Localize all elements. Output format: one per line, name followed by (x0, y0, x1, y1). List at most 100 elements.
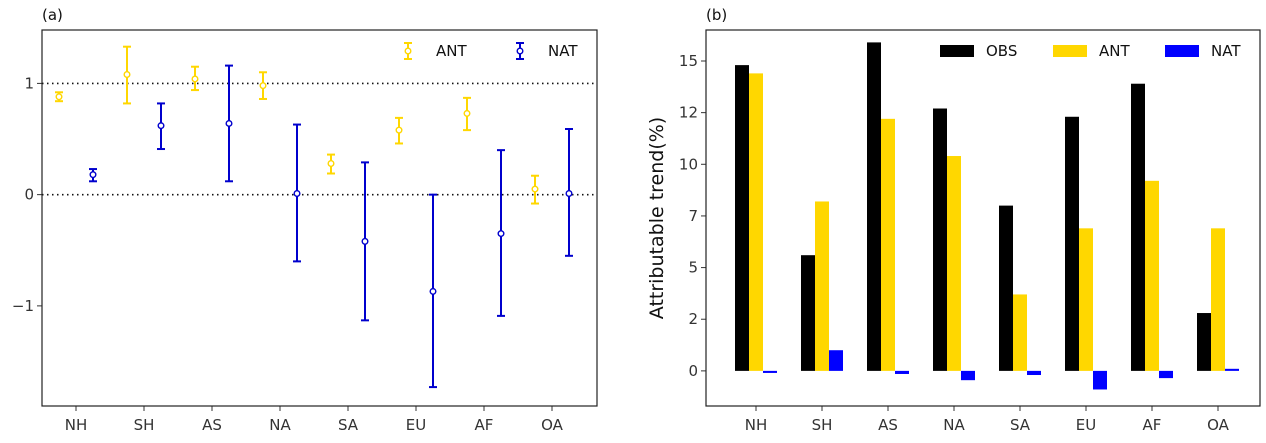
errorbar-point (123, 70, 131, 78)
bar-ant-eu (1079, 228, 1093, 371)
errorbar-nat-nh (89, 168, 97, 183)
legend-label: OBS (986, 42, 1017, 60)
bar-obs-sa (999, 205, 1013, 371)
errorbar-point (395, 126, 403, 134)
bar-nat-sh (829, 350, 843, 371)
errorbar-nat-oa (565, 128, 573, 257)
errorbar-point (55, 93, 63, 101)
errorbar-nat-af (497, 149, 505, 317)
errorbar-point (225, 119, 233, 127)
bar-nat-eu (1093, 370, 1107, 390)
legend-item-nat: NAT (1165, 42, 1241, 60)
x-tick-label: SH (134, 416, 155, 434)
errorbar-ant-af (463, 96, 471, 132)
errorbar-nat-sh (157, 102, 165, 151)
x-tick-label: NH (745, 416, 768, 434)
errorbar-point (259, 82, 267, 90)
bar-ant-nh (749, 73, 763, 371)
y-tick-label: 10 (679, 155, 698, 173)
errorbar-point (157, 122, 165, 130)
legend-marker (404, 47, 412, 55)
x-tick-label: AS (202, 416, 222, 434)
x-tick-label: SA (1010, 416, 1031, 434)
errorbar-ant-sa (327, 153, 335, 175)
errorbar-point (89, 171, 97, 179)
legend-label: NAT (548, 42, 578, 60)
errorbar-nat-eu (429, 193, 437, 389)
x-tick-label: SH (812, 416, 833, 434)
panel-b: (b) Attributable trend(%) 0 2 5 7 10 12 15 NH SH… (646, 6, 1261, 434)
bar-ant-na (947, 156, 961, 371)
panel-b-label: (b) (706, 6, 727, 24)
errorbar-point (429, 287, 437, 295)
x-tick-label: OA (1207, 416, 1230, 434)
errorbar-point (327, 159, 335, 167)
errorbar-point (463, 109, 471, 117)
y-tick-label: 0 (688, 362, 698, 380)
errorbar-ant-eu (395, 116, 403, 145)
errorbar-ant-sh (123, 45, 131, 105)
legend-marker (516, 47, 524, 55)
legend-item-obs: OBS (940, 42, 1017, 60)
x-tick-label: SA (338, 416, 359, 434)
x-tick-label: NA (943, 416, 965, 434)
panel-a: (a) −1 0 1 NH SH AS NA SA EU AF OA ANT NAT (12, 6, 598, 434)
bar-nat-nh (763, 370, 777, 373)
y-tick-label: 2 (688, 310, 698, 328)
bar-nat-na (961, 370, 975, 381)
bar-nat-oa (1225, 368, 1239, 371)
legend-swatch (1165, 45, 1199, 57)
panel-b-ylabel: Attributable trend(%) (646, 117, 668, 319)
bar-obs-nh (735, 65, 749, 371)
legend-item-ant: ANT (1053, 42, 1130, 60)
x-tick-label: NA (269, 416, 291, 434)
bar-nat-as (895, 370, 909, 374)
bar-ant-sa (1013, 294, 1027, 371)
legend-swatch (1053, 45, 1087, 57)
bar-obs-sh (801, 255, 815, 371)
bar-obs-as (867, 42, 881, 371)
errorbar-point (191, 75, 199, 83)
x-tick-label: EU (406, 416, 426, 434)
bar-nat-sa (1027, 370, 1041, 376)
x-tick-label: AF (475, 416, 494, 434)
bar-obs-na (933, 108, 947, 371)
errorbar-ant-nh (55, 91, 63, 103)
bar-ant-oa (1211, 228, 1225, 371)
panel-b-legend: OBS ANT NAT (940, 42, 1241, 60)
bar-obs-oa (1197, 313, 1211, 371)
y-tick-label: 1 (24, 74, 34, 92)
legend-item-ant: ANT (404, 42, 467, 60)
y-tick-label: 7 (688, 207, 698, 225)
errorbar-nat-as (225, 64, 233, 183)
x-tick-label: NH (65, 416, 88, 434)
errorbar-point (361, 237, 369, 245)
bar-obs-af (1131, 83, 1145, 371)
bar-nat-af (1159, 370, 1173, 379)
legend-item-nat: NAT (516, 42, 578, 60)
errorbar-nat-sa (361, 161, 369, 322)
legend-label: ANT (436, 42, 467, 60)
errorbar-point (565, 190, 573, 198)
x-tick-label: AS (878, 416, 898, 434)
y-tick-label: 5 (688, 259, 698, 277)
bar-ant-sh (815, 201, 829, 371)
panel-b-frame (705, 29, 1261, 407)
errorbar-point (497, 230, 505, 238)
panel-b-plot: 0 2 5 7 10 12 15 NH SH AS NA SA EU AF OA OBS ANT NAT (679, 29, 1261, 434)
errorbar-point (293, 190, 301, 198)
bar-obs-eu (1065, 116, 1079, 371)
y-tick-label: 12 (679, 104, 698, 122)
x-tick-label: OA (541, 416, 564, 434)
legend-label: NAT (1211, 42, 1241, 60)
x-tick-label: AF (1143, 416, 1162, 434)
legend-label: ANT (1099, 42, 1130, 60)
errorbar-point (531, 185, 539, 193)
errorbar-ant-as (191, 65, 199, 92)
errorbar-nat-na (293, 123, 301, 263)
panel-a-plot: −1 0 1 NH SH AS NA SA EU AF OA ANT NAT (12, 29, 598, 434)
panel-a-label: (a) (42, 6, 63, 24)
legend-swatch (940, 45, 974, 57)
y-tick-label: 0 (24, 186, 34, 204)
